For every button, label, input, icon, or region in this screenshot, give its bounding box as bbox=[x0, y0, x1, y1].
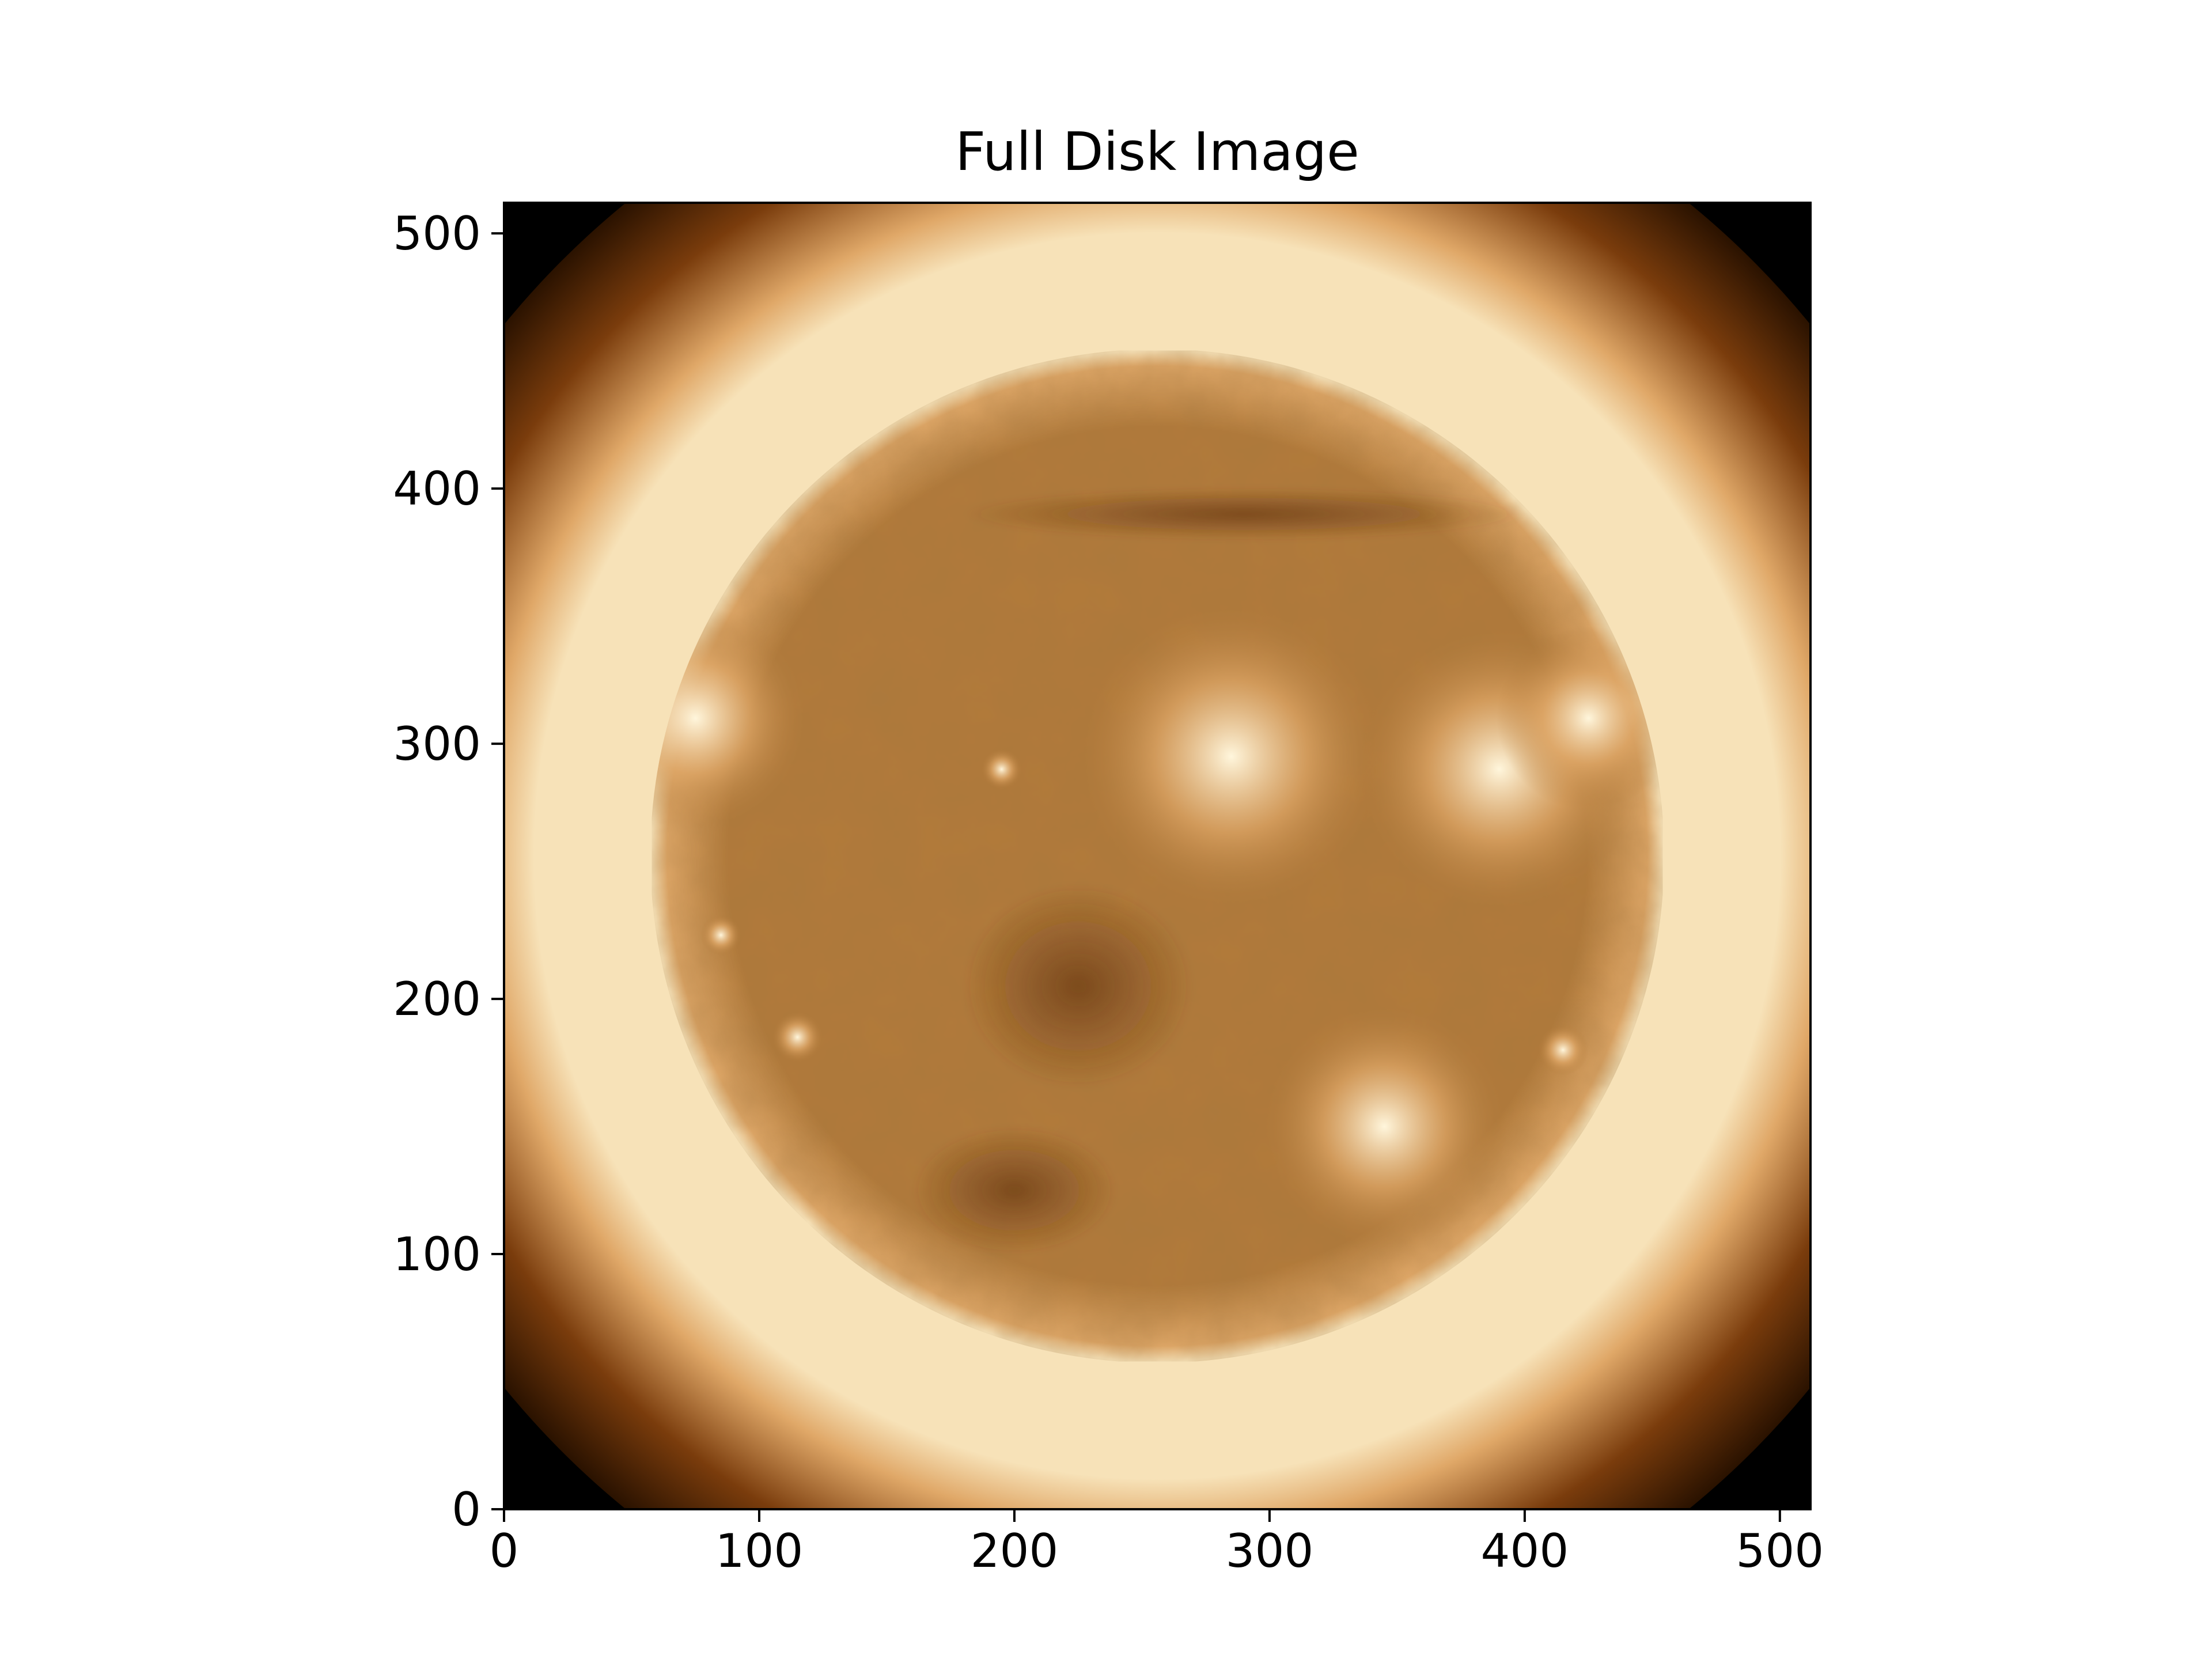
x-tick-label: 200 bbox=[971, 1524, 1059, 1578]
bright-point-b bbox=[700, 914, 741, 956]
y-tick-label: 500 bbox=[393, 207, 481, 260]
coronal-hole-center bbox=[963, 884, 1194, 1089]
y-tick-label: 100 bbox=[393, 1228, 481, 1281]
bright-point-a bbox=[772, 1012, 823, 1063]
solar-image bbox=[504, 203, 1810, 1509]
y-tick-label: 200 bbox=[393, 972, 481, 1026]
filament-north bbox=[963, 488, 1525, 540]
active-region-east-limb bbox=[650, 605, 808, 831]
active-region-center bbox=[1078, 603, 1385, 910]
axes-frame bbox=[503, 202, 1812, 1510]
chart-title: Full Disk Image bbox=[955, 121, 1359, 183]
x-axis: 0 100 200 300 400 500 bbox=[490, 1509, 1824, 1578]
y-tick-label: 300 bbox=[393, 717, 481, 771]
bright-point-d bbox=[1537, 1024, 1589, 1075]
y-tick-label: 400 bbox=[393, 462, 481, 516]
bright-point-c bbox=[981, 748, 1022, 790]
y-axis: 0 100 200 300 400 500 bbox=[393, 207, 504, 1536]
x-tick-label: 400 bbox=[1481, 1524, 1569, 1578]
x-tick-label: 0 bbox=[490, 1524, 519, 1578]
x-tick-label: 300 bbox=[1226, 1524, 1314, 1578]
dark-channel-south bbox=[912, 1126, 1117, 1255]
y-tick-label: 0 bbox=[452, 1483, 481, 1536]
active-region-south-east bbox=[1262, 1003, 1507, 1249]
dark-regions bbox=[912, 488, 1525, 1255]
x-tick-label: 100 bbox=[715, 1524, 804, 1578]
x-tick-label: 500 bbox=[1736, 1524, 1824, 1578]
